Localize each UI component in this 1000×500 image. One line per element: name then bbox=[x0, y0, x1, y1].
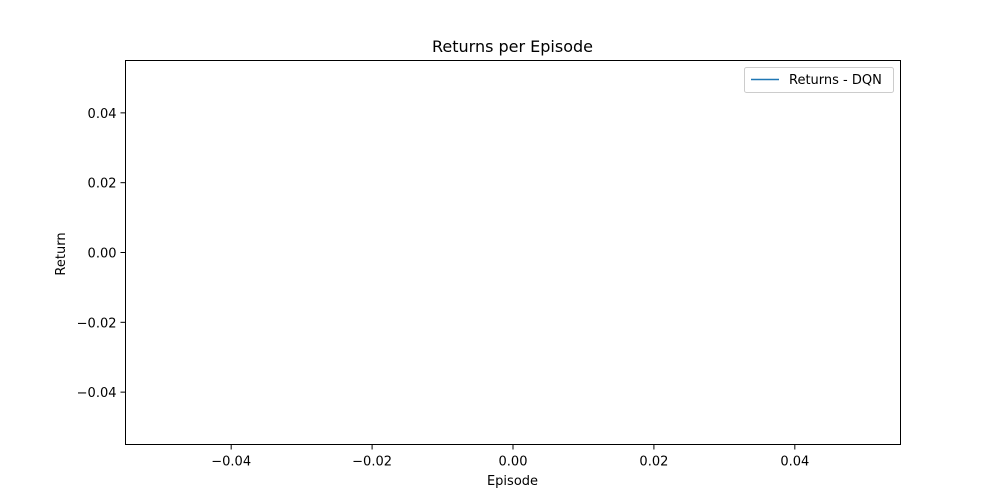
y-tick-label: −0.04 bbox=[77, 386, 117, 401]
x-tick-label: −0.02 bbox=[352, 455, 392, 470]
y-axis-ticks: 0.04 0.02 0.00 −0.02 −0.04 bbox=[77, 107, 126, 401]
x-axis-ticks: −0.04 −0.02 0.00 0.02 0.04 bbox=[211, 444, 809, 470]
legend-series-label: Returns - DQN bbox=[789, 73, 882, 88]
x-axis-label: Episode bbox=[487, 474, 538, 489]
x-tick-label: −0.04 bbox=[211, 455, 251, 470]
legend: Returns - DQN bbox=[744, 67, 894, 93]
x-tick-label: 0.04 bbox=[780, 455, 809, 470]
y-tick-label: 0.04 bbox=[88, 107, 117, 122]
legend-box bbox=[744, 67, 894, 93]
y-tick-label: 0.00 bbox=[88, 247, 117, 262]
y-tick-label: 0.02 bbox=[88, 177, 117, 192]
y-tick-label: −0.02 bbox=[77, 316, 117, 331]
chart-title: Returns per Episode bbox=[432, 37, 593, 56]
x-tick-label: 0.00 bbox=[499, 455, 528, 470]
plot-area bbox=[125, 60, 901, 445]
x-tick-label: 0.02 bbox=[639, 455, 668, 470]
y-axis-label: Return bbox=[54, 232, 69, 275]
